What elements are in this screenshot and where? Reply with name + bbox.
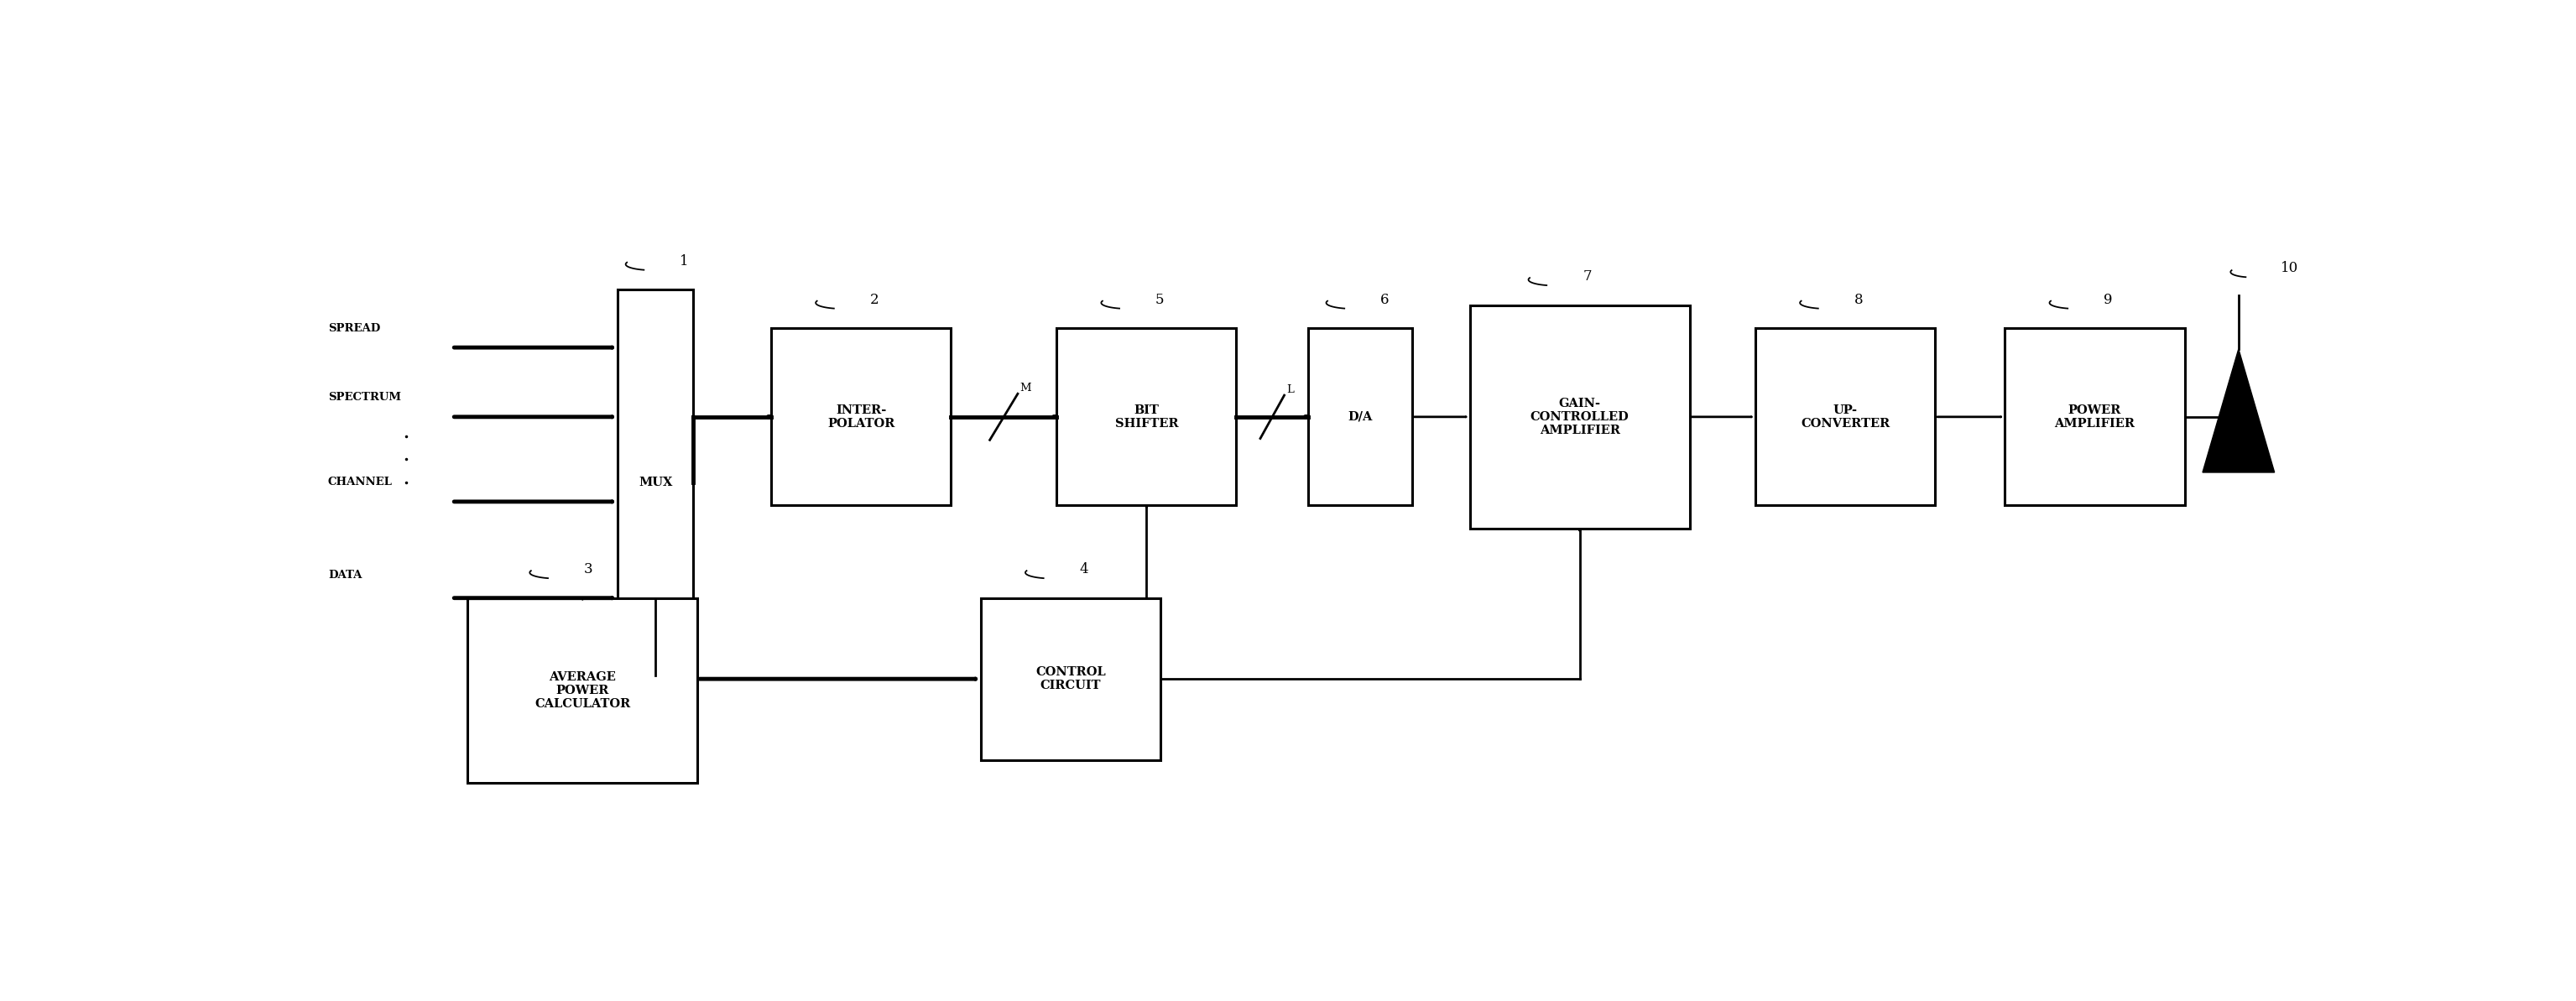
Text: DATA: DATA [327,570,361,581]
Text: 2: 2 [871,292,878,307]
Text: 6: 6 [1381,292,1388,307]
Bar [981,598,1162,760]
Text: SPREAD: SPREAD [327,322,381,333]
Text: L: L [1285,384,1293,395]
Text: POWER
AMPLIFIER: POWER AMPLIFIER [2056,404,2136,429]
Bar [618,289,693,675]
Text: 9: 9 [2105,292,2112,307]
Text: AVERAGE
POWER
CALCULATOR: AVERAGE POWER CALCULATOR [536,671,631,710]
Polygon shape [2202,349,2275,472]
Bar [1309,328,1412,506]
Text: MUX: MUX [639,476,672,488]
Bar [469,598,698,783]
Text: INTER-
POLATOR: INTER- POLATOR [827,404,894,429]
Text: GAIN-
CONTROLLED
AMPLIFIER: GAIN- CONTROLLED AMPLIFIER [1530,397,1628,436]
Text: CONTROL
CIRCUIT: CONTROL CIRCUIT [1036,667,1105,692]
Text: 8: 8 [1855,292,1862,307]
Text: CHANNEL: CHANNEL [327,476,392,487]
Bar [1754,328,1935,506]
Text: D/A: D/A [1347,411,1373,422]
Text: SPECTRUM: SPECTRUM [327,392,402,403]
Text: BIT
SHIFTER: BIT SHIFTER [1115,404,1177,429]
Bar [770,328,951,506]
Text: 4: 4 [1079,563,1090,577]
Text: 10: 10 [2280,261,2298,275]
Text: 7: 7 [1582,269,1592,283]
Text: 5: 5 [1157,292,1164,307]
Text: M: M [1020,382,1030,393]
Text: UP-
CONVERTER: UP- CONVERTER [1801,404,1891,429]
Bar [1056,328,1236,506]
Text: 1: 1 [680,254,688,268]
Bar [2004,328,2184,506]
Text: 3: 3 [585,563,592,577]
Bar [1471,305,1690,529]
